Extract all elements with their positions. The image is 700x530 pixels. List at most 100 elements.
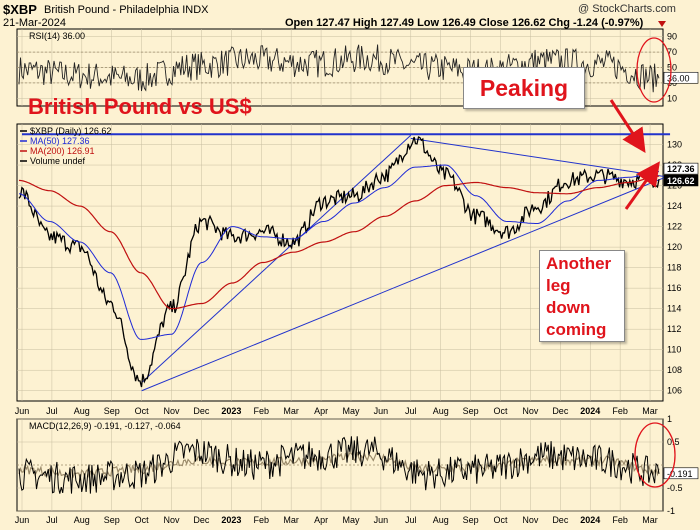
chart-name: British Pound - Philadelphia INDX bbox=[44, 4, 209, 16]
price-panel-tick-label: 116 bbox=[667, 283, 681, 293]
time-axis-label: May bbox=[342, 515, 360, 525]
price-panel-tick-label: 110 bbox=[667, 345, 681, 355]
rsi-panel-tick-label: 90 bbox=[667, 32, 677, 42]
time-axis-label: Mar bbox=[283, 515, 299, 525]
macd-panel-tick-label: -0.5 bbox=[667, 483, 683, 493]
time-axis-label: Feb bbox=[254, 515, 270, 525]
rsi-line bbox=[18, 44, 660, 93]
time-axis-label: Feb bbox=[612, 515, 628, 525]
another-leg-callout: Another leg down coming bbox=[539, 250, 625, 342]
price-panel-tick-label: 114 bbox=[667, 304, 681, 314]
ohlc-summary: Open 127.47 High 127.49 Low 126.49 Close… bbox=[285, 17, 644, 29]
macd-panel-frame bbox=[16, 418, 664, 512]
time-axis-label: Jun bbox=[374, 406, 389, 416]
callout-line-1: Another bbox=[546, 254, 612, 273]
peaking-callout: Peaking bbox=[463, 67, 585, 109]
rsi-panel-tick-label: 70 bbox=[667, 47, 677, 57]
time-axis-label: Jul bbox=[405, 406, 417, 416]
macd-panel-tick-label: 1 bbox=[667, 414, 672, 424]
time-axis-label: Sep bbox=[104, 406, 120, 416]
panel-title-annotation: British Pound vs US$ bbox=[28, 94, 252, 119]
chg-down-icon bbox=[658, 21, 666, 27]
time-axis-label: Dec bbox=[552, 515, 569, 525]
time-axis-label: Aug bbox=[74, 406, 90, 416]
price-panel-tick-label: 106 bbox=[667, 386, 682, 396]
time-axis-label: Oct bbox=[135, 406, 150, 416]
time-axis-label: Nov bbox=[522, 515, 539, 525]
time-axis-label: 2024 bbox=[580, 406, 600, 416]
time-axis-label: Jun bbox=[15, 406, 30, 416]
chart-date: 21-Mar-2024 bbox=[3, 17, 66, 29]
time-axis-label: Jun bbox=[15, 515, 30, 525]
time-axis-label: Apr bbox=[314, 406, 328, 416]
chart-symbol: $XBP bbox=[3, 2, 37, 17]
time-axis-label: Oct bbox=[135, 515, 150, 525]
time-axis-label: Jul bbox=[46, 406, 58, 416]
time-axis-label: 2024 bbox=[580, 515, 600, 525]
time-axis-label: Mar bbox=[283, 406, 299, 416]
rsi-highlight-circle bbox=[636, 37, 672, 103]
ma50-line bbox=[18, 164, 659, 340]
rsi-panel-tick-label: 10 bbox=[667, 93, 677, 103]
macd-value-tag bbox=[663, 467, 699, 480]
time-axis-label: Nov bbox=[164, 406, 181, 416]
time-axis-label: Mar bbox=[642, 515, 658, 525]
time-axis-label: Jun bbox=[374, 515, 389, 525]
price-value-tag bbox=[663, 174, 699, 187]
peaking-arrow bbox=[609, 99, 646, 154]
time-axis-label: Aug bbox=[74, 515, 90, 525]
time-axis-label: Feb bbox=[612, 406, 628, 416]
price-line bbox=[18, 136, 660, 388]
price-panel-tick-label: 108 bbox=[667, 365, 682, 375]
time-axis-label: Aug bbox=[433, 515, 449, 525]
price-value-tag bbox=[663, 162, 699, 175]
time-axis-label: Dec bbox=[193, 515, 210, 525]
callout-line-2: leg bbox=[546, 276, 571, 295]
time-axis-label: Sep bbox=[463, 515, 479, 525]
price-value-label: 126.62 bbox=[667, 176, 695, 186]
trendline bbox=[141, 174, 671, 392]
time-axis-label: Feb bbox=[254, 406, 270, 416]
callout-line-3: down bbox=[546, 298, 591, 317]
price-legend-entry: MA(50) 127.36 bbox=[30, 136, 90, 146]
macd-panel-tick-label: -1 bbox=[667, 506, 675, 516]
time-axis-label: Mar bbox=[642, 406, 658, 416]
time-axis-label: Oct bbox=[494, 406, 509, 416]
time-axis-label: 2023 bbox=[221, 406, 241, 416]
rsi-value-label: 36.00 bbox=[667, 73, 690, 83]
time-axis-label: May bbox=[342, 406, 360, 416]
price-panel-tick-label: 118 bbox=[667, 263, 681, 273]
time-axis-label: Sep bbox=[463, 406, 479, 416]
macd-legend: MACD(12,26,9) -0.191, -0.127, -0.064 bbox=[29, 421, 181, 431]
price-panel-tick-label: 124 bbox=[667, 201, 682, 211]
time-axis-label: Sep bbox=[104, 515, 120, 525]
price-panel-tick-label: 122 bbox=[667, 222, 682, 232]
time-axis-label: Nov bbox=[164, 515, 181, 525]
trendline bbox=[410, 137, 671, 178]
rsi-legend: RSI(14) 36.00 bbox=[29, 31, 85, 41]
price-legend-entry: MA(200) 126.91 bbox=[30, 146, 95, 156]
time-axis-label: Aug bbox=[433, 406, 449, 416]
time-axis-label: Dec bbox=[193, 406, 210, 416]
time-axis-label: Oct bbox=[494, 515, 509, 525]
price-legend-entry: $XBP (Daily) 126.62 bbox=[30, 126, 111, 136]
time-axis-label: Jul bbox=[405, 515, 417, 525]
price-panel-tick-label: 120 bbox=[667, 242, 682, 252]
time-axis-label: Apr bbox=[314, 515, 328, 525]
price-panel-tick-label: 112 bbox=[667, 324, 681, 334]
macd-highlight-circle bbox=[634, 422, 676, 488]
rsi-value-tag bbox=[663, 71, 699, 84]
ma200-line bbox=[18, 175, 660, 310]
price-legend-entry: Volume undef bbox=[30, 156, 86, 166]
macd-value-label: -0.191 bbox=[667, 469, 693, 479]
callout-line-4: coming bbox=[546, 320, 607, 339]
price-value-label: 127.36 bbox=[667, 164, 695, 174]
watermark: @ StockCharts.com bbox=[578, 3, 676, 15]
time-axis-label: Nov bbox=[522, 406, 539, 416]
macd-line bbox=[18, 436, 660, 494]
price-panel-tick-label: 130 bbox=[667, 140, 682, 150]
time-axis-label: 2023 bbox=[221, 515, 241, 525]
time-axis-label: Jul bbox=[46, 515, 58, 525]
time-axis-label: Dec bbox=[552, 406, 569, 416]
